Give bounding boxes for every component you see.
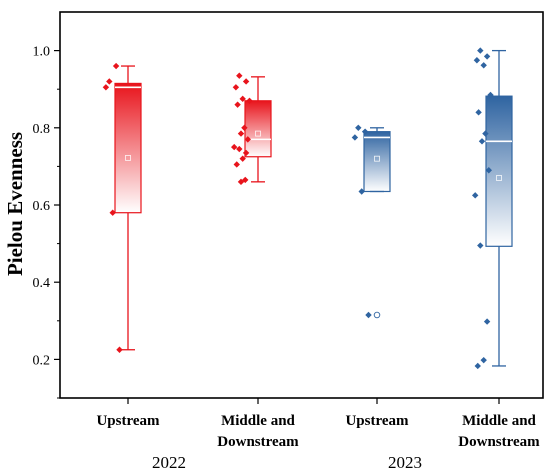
y-tick-label: 1.0: [33, 45, 51, 60]
data-point: [112, 62, 120, 70]
data-point: [236, 72, 243, 79]
data-point: [483, 318, 491, 325]
data-point: [242, 78, 250, 85]
x-tick-label: Downstream: [217, 434, 299, 450]
data-point: [102, 84, 110, 91]
box-iqr: [114, 82, 142, 214]
data-point: [109, 209, 116, 216]
data-point: [477, 242, 484, 249]
mean-marker: [496, 175, 502, 181]
data-point: [237, 178, 245, 186]
data-point: [116, 346, 123, 353]
data-point: [485, 167, 492, 174]
x-tick-label: Middle and: [462, 413, 536, 429]
data-point: [233, 161, 240, 168]
data-point: [487, 91, 494, 99]
year-group-label: 2023: [388, 453, 422, 472]
data-point: [246, 97, 253, 104]
data-point: [472, 192, 479, 199]
y-tick-label: 0.2: [33, 353, 51, 368]
x-tick-label: Middle and: [221, 413, 295, 429]
x-tick-label: Upstream: [96, 413, 160, 429]
y-tick-label: 0.6: [33, 199, 51, 214]
data-point: [234, 101, 241, 108]
box-2: [231, 72, 272, 186]
mean-marker: [125, 155, 131, 161]
data-point: [242, 149, 250, 157]
x-tick-label: Downstream: [458, 434, 540, 450]
data-point: [475, 109, 482, 116]
plot-area: 0.2 0.4 0.6 0.8 1.0 Upstream Middle and Downstr…: [33, 11, 544, 472]
data-point: [351, 134, 359, 141]
outlier-point: [373, 311, 381, 319]
data-point: [244, 136, 251, 143]
data-point: [483, 53, 491, 60]
box-3: [351, 124, 391, 319]
data-point: [480, 62, 487, 69]
box-4: [472, 47, 513, 370]
data-point: [358, 188, 365, 195]
y-axis-label: Pielou Evenness: [3, 132, 27, 276]
data-point: [239, 155, 246, 162]
data-point: [106, 78, 113, 85]
data-point: [241, 124, 248, 131]
data-point: [474, 362, 481, 370]
data-point: [473, 57, 481, 64]
data-point: [231, 143, 238, 151]
box-iqr: [244, 100, 272, 158]
data-point: [478, 138, 486, 145]
data-point: [232, 84, 240, 91]
box-1: [102, 62, 142, 353]
data-point: [239, 95, 246, 103]
x-tick-label: Upstream: [345, 413, 409, 429]
data-point: [365, 311, 372, 319]
data-point: [480, 356, 487, 364]
data-point: [477, 47, 484, 54]
y-tick-label: 0.4: [33, 276, 51, 291]
data-point: [242, 176, 249, 184]
data-point: [482, 130, 489, 137]
year-group-label: 2022: [152, 453, 186, 472]
data-point: [361, 128, 369, 135]
data-point: [236, 145, 243, 153]
data-point: [355, 124, 362, 131]
mean-marker: [374, 155, 380, 162]
mean-marker: [255, 130, 261, 137]
data-point: [237, 130, 245, 137]
y-tick-label: 0.8: [33, 122, 51, 137]
